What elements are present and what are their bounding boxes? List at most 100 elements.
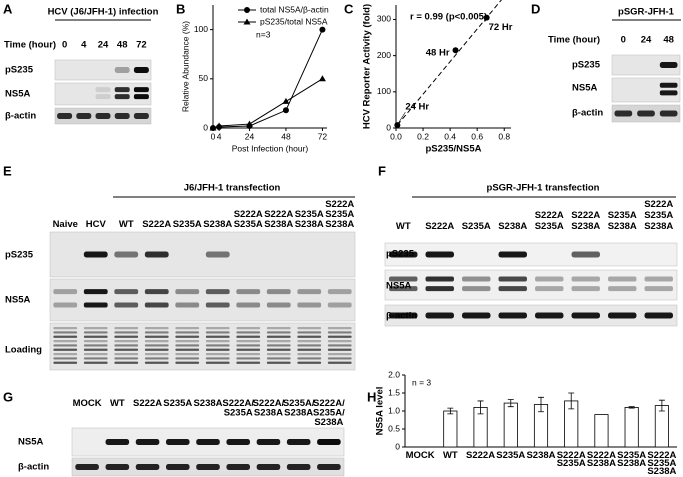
lane-label: WT (119, 219, 134, 230)
band (175, 348, 200, 351)
lane-label: S238A (498, 221, 527, 232)
row-label: NS5A (386, 281, 411, 292)
blot (384, 242, 678, 267)
band (196, 439, 220, 445)
band (297, 353, 322, 356)
lane-label: S235A S238A (295, 209, 324, 230)
legend-marker (243, 18, 251, 25)
lane-label: WT (110, 398, 125, 409)
band (95, 113, 111, 119)
blot (384, 304, 678, 327)
band (175, 344, 200, 347)
band (462, 312, 491, 319)
band (266, 344, 291, 347)
band (53, 327, 78, 330)
lane-label: S222A S235A S238A (644, 199, 673, 232)
band (297, 361, 322, 364)
band (144, 331, 169, 334)
leader (398, 111, 406, 124)
band (83, 357, 108, 360)
band (226, 464, 251, 470)
band (105, 439, 130, 445)
lane-label: S235A/S238A (283, 398, 315, 419)
band (144, 340, 169, 343)
band (317, 439, 341, 445)
lane-label: S222A/S235A (222, 398, 254, 419)
time-label: Time (hour) (548, 35, 600, 46)
band (144, 289, 169, 295)
band (425, 312, 454, 319)
x-tick-label: S222A S235A S238A (647, 450, 676, 477)
x-tick-label: S235A S238A (617, 450, 646, 469)
marker (215, 122, 223, 129)
band (659, 82, 678, 88)
band (114, 353, 139, 356)
row-label: NS5A (572, 83, 597, 94)
marker (209, 124, 217, 131)
y-axis-label: NS5A level (375, 387, 386, 436)
band (498, 286, 527, 292)
lane-label: S222A (425, 221, 454, 232)
x-tick-label: S222A S238A (587, 450, 616, 469)
band (53, 353, 78, 356)
band (83, 348, 108, 351)
band (83, 344, 108, 347)
band (297, 302, 322, 308)
band (205, 340, 230, 343)
band (644, 312, 673, 319)
y-axis-label: Relative Abundance (%) (180, 21, 190, 112)
band (425, 251, 454, 258)
marker (282, 107, 289, 114)
band (498, 276, 527, 282)
lane-label: S235A (462, 221, 491, 232)
bar (624, 406, 639, 448)
band (266, 302, 291, 308)
band (608, 312, 637, 319)
band (389, 312, 418, 319)
band (53, 289, 78, 295)
band (114, 335, 139, 338)
band (327, 344, 352, 347)
band (114, 289, 139, 295)
time-label: Time (hour) (4, 40, 56, 51)
band (53, 344, 78, 347)
band (236, 344, 261, 347)
marker (318, 75, 326, 82)
blot (49, 278, 356, 322)
lane-label: S222A S235A (234, 209, 263, 230)
band (175, 340, 200, 343)
x-tick-label: S222A (466, 450, 495, 461)
time: 24 (98, 40, 109, 51)
band (144, 361, 169, 364)
lane-label: S222A (133, 398, 162, 409)
band (53, 361, 78, 364)
lane-label: WT (396, 221, 411, 232)
band (175, 331, 200, 334)
lane-label: S235A (163, 398, 192, 409)
row-label: pS235 (386, 249, 415, 260)
x-tick-label: 0.0 (390, 131, 402, 141)
time: 24 (641, 35, 652, 46)
error-bar (538, 396, 544, 413)
band (389, 286, 418, 292)
band (205, 353, 230, 356)
band (297, 340, 322, 343)
band (83, 361, 108, 364)
band (114, 348, 139, 351)
lane-label: Naive (53, 219, 78, 230)
y-tick-label: 2.0 (388, 369, 400, 379)
y-tick-label: 0.5 (388, 423, 400, 433)
x-axis-label: pS235/NS5A (426, 144, 482, 155)
x-tick-label: 24 (245, 131, 255, 141)
band (327, 331, 352, 334)
time: 0 (621, 35, 626, 46)
band (535, 312, 564, 319)
lane-label: S222A/S235A/S238A (313, 398, 345, 428)
band (144, 327, 169, 330)
band (114, 251, 139, 258)
blot (384, 269, 678, 301)
row-label: NS5A (5, 295, 30, 306)
band (205, 289, 230, 295)
band (266, 361, 291, 364)
